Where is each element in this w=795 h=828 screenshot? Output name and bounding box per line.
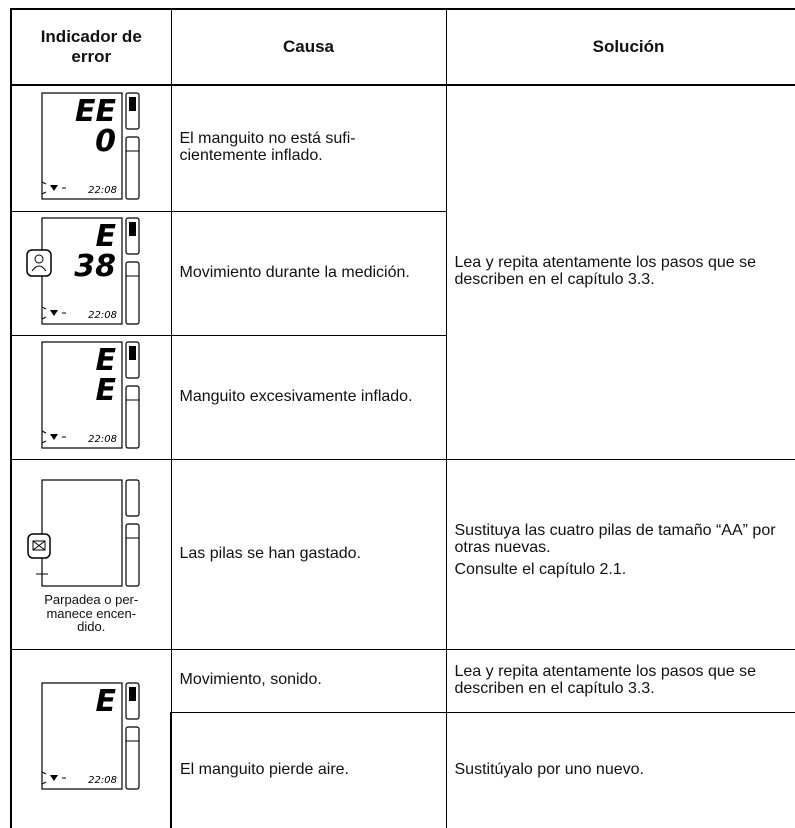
solution-text: Sustituya las cuatro pilas de tamaño “AA… [455,523,795,557]
cause-cell: El manguito no está sufi- cientemente in… [171,85,446,211]
solution-cell: Sustitúyalo por uno nuevo. [446,712,795,828]
heart-icon [50,310,58,316]
header-cause: Causa [171,9,446,85]
solution-cell: Lea y repita atentamente los pasos que s… [446,85,795,459]
lcd-time: 22:08 [88,434,117,445]
indicator-cell: E 22:08 [11,649,171,828]
lcd-digits: E [96,373,117,408]
lcd-display [12,474,170,592]
lcd-digits: 38 [75,249,117,284]
heart-icon [50,434,58,440]
lcd-side-bottom [126,262,139,324]
solution-text: Consulte el capítulo 2.1. [455,562,795,579]
user-icon [129,346,136,360]
header-indicator: Indicador de error [11,9,171,85]
indicator-cell: Parpadea o per- manece encen- dido. [11,459,171,649]
header-solution: Solución [446,9,795,85]
cause-cell: Movimiento durante la medición. [171,211,446,335]
cause-cell: Las pilas se han gastado. [171,459,446,649]
lcd-display: E 22:08 [12,677,170,795]
lcd-digits: 0 [95,124,116,159]
header-row: Indicador de error Causa Solución [11,9,795,85]
user-icon [129,97,136,111]
cause-cell: Movimiento, sonido. [171,649,446,712]
lcd-side-bottom [126,524,139,586]
solution-cell: Sustituya las cuatro pilas de tamaño “AA… [446,459,795,649]
lcd-side-top [126,480,139,516]
lcd-time: 22:08 [88,185,117,196]
lcd-side-bottom [126,386,139,448]
lcd-digits: E [96,684,117,719]
user-icon [129,222,136,236]
lcd-side-bottom [126,137,139,199]
lcd-time: 22:08 [88,775,117,786]
error-table: Indicador de error Causa Solución E E 0 22:… [10,8,795,828]
user-icon [129,687,136,701]
cause-cell: El manguito pierde aire. [171,712,446,828]
lcd-screen [42,480,122,586]
lcd-side-bottom [126,727,139,789]
lcd-time: 22:08 [88,310,117,321]
row: Parpadea o per- manece encen- dido. Las … [11,459,795,649]
heart-icon [50,775,58,781]
cause-cell: Manguito excesivamente inflado. [171,335,446,459]
solution-cell: Lea y repita atentamente los pasos que s… [446,649,795,712]
heart-icon [50,185,58,191]
indicator-caption: Parpadea o per- manece encen- dido. [12,593,171,634]
